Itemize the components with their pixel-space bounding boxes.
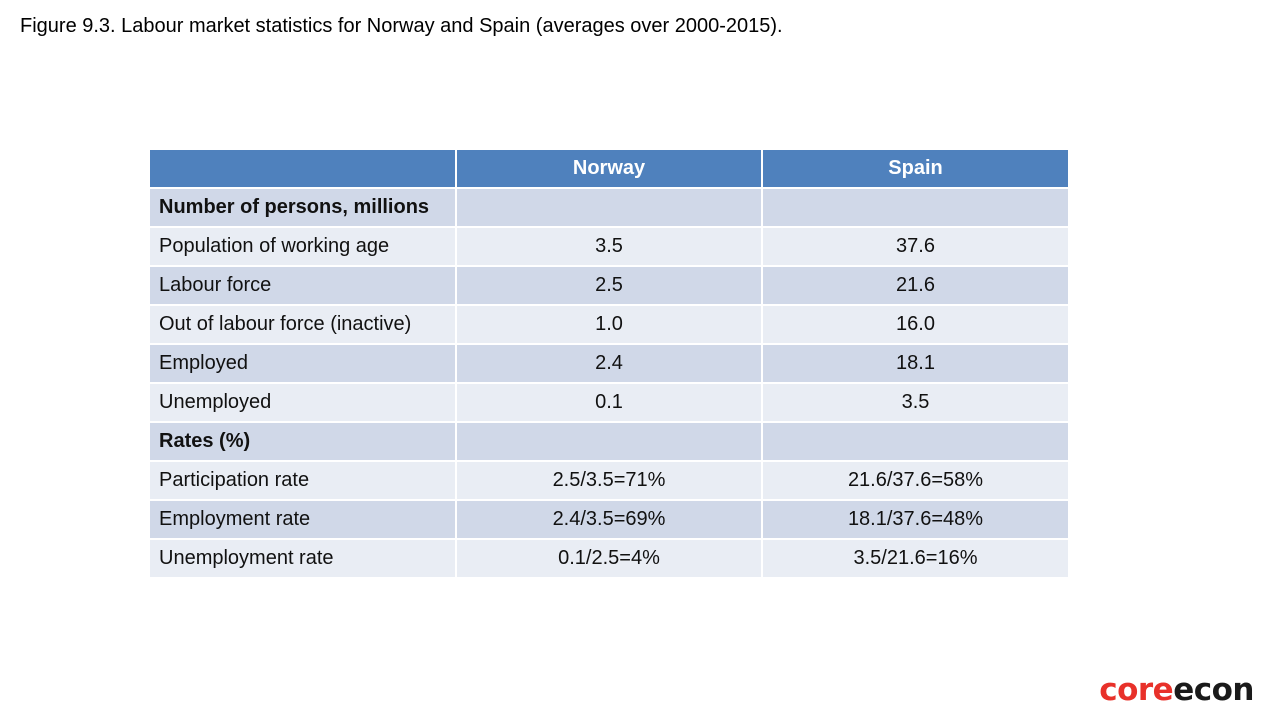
norway-value-cell bbox=[456, 422, 763, 462]
norway-value-cell bbox=[456, 188, 763, 228]
row-label-cell: Employed bbox=[150, 344, 457, 384]
table-body: Number of persons, millions Population of… bbox=[150, 188, 1068, 579]
norway-value-cell: 2.5 bbox=[456, 266, 763, 306]
norway-value-cell: 2.4 bbox=[456, 344, 763, 384]
norway-value-cell: 3.5 bbox=[456, 227, 763, 267]
spain-value-cell: 3.5 bbox=[762, 383, 1068, 423]
norway-value-cell: 2.4/3.5=69% bbox=[456, 500, 763, 540]
logo-core-text: core bbox=[1099, 672, 1174, 708]
table-row: Unemployed 0.1 3.5 bbox=[150, 383, 1068, 423]
table-row: Unemployment rate 0.1/2.5=4% 3.5/21.6=16% bbox=[150, 539, 1068, 579]
section-heading-cell: Number of persons, millions bbox=[150, 188, 457, 228]
norway-value-cell: 2.5/3.5=71% bbox=[456, 461, 763, 501]
row-label-cell: Employment rate bbox=[150, 500, 457, 540]
row-label-cell: Participation rate bbox=[150, 461, 457, 501]
spain-value-cell: 21.6/37.6=58% bbox=[762, 461, 1068, 501]
row-label-cell: Labour force bbox=[150, 266, 457, 306]
row-label-cell: Population of working age bbox=[150, 227, 457, 267]
row-label-cell: Unemployed bbox=[150, 383, 457, 423]
figure-title: Figure 9.3. Labour market statistics for… bbox=[20, 15, 783, 37]
table-row: Number of persons, millions bbox=[150, 188, 1068, 228]
norway-value-cell: 0.1 bbox=[456, 383, 763, 423]
spain-value-cell bbox=[762, 188, 1068, 228]
labour-market-table: Norway Spain Number of persons, millions… bbox=[150, 150, 1068, 579]
spain-value-cell bbox=[762, 422, 1068, 462]
norway-value-cell: 0.1/2.5=4% bbox=[456, 539, 763, 579]
norway-value-cell: 1.0 bbox=[456, 305, 763, 345]
header-cell-spain: Spain bbox=[762, 150, 1068, 189]
spain-value-cell: 16.0 bbox=[762, 305, 1068, 345]
table-row: Rates (%) bbox=[150, 422, 1068, 462]
spain-value-cell: 3.5/21.6=16% bbox=[762, 539, 1068, 579]
table-header-row: Norway Spain bbox=[150, 150, 1068, 189]
spain-value-cell: 21.6 bbox=[762, 266, 1068, 306]
table-row: Participation rate 2.5/3.5=71% 21.6/37.6=5… bbox=[150, 461, 1068, 501]
table-row: Employment rate 2.4/3.5=69% 18.1/37.6=48% bbox=[150, 500, 1068, 540]
section-heading-cell: Rates (%) bbox=[150, 422, 457, 462]
header-cell-empty bbox=[150, 150, 457, 189]
table-row: Out of labour force (inactive) 1.0 16.0 bbox=[150, 305, 1068, 345]
header-cell-norway: Norway bbox=[456, 150, 763, 189]
row-label-cell: Unemployment rate bbox=[150, 539, 457, 579]
spain-value-cell: 18.1 bbox=[762, 344, 1068, 384]
table-row: Employed 2.4 18.1 bbox=[150, 344, 1068, 384]
table-row: Labour force 2.5 21.6 bbox=[150, 266, 1068, 306]
row-label-cell: Out of labour force (inactive) bbox=[150, 305, 457, 345]
spain-value-cell: 18.1/37.6=48% bbox=[762, 500, 1068, 540]
table-row: Population of working age 3.5 37.6 bbox=[150, 227, 1068, 267]
spain-value-cell: 37.6 bbox=[762, 227, 1068, 267]
logo-econ-text: econ bbox=[1173, 672, 1254, 708]
coreecon-logo: coreecon bbox=[1099, 672, 1254, 708]
